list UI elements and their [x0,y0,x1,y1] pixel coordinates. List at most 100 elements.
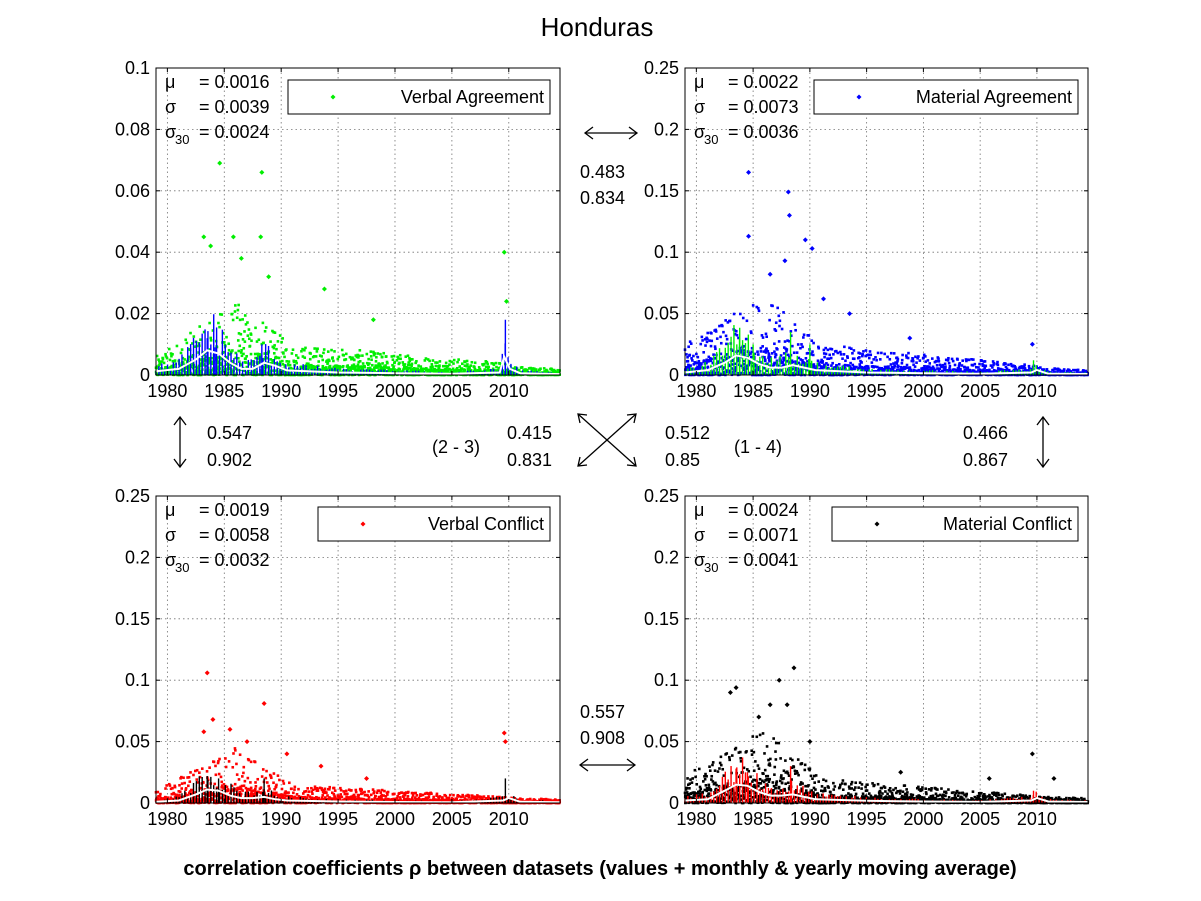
data-point [313,785,317,789]
data-point [982,368,985,372]
data-point [889,372,893,376]
data-point [1068,368,1071,372]
data-point [268,787,271,791]
data-point [839,353,843,356]
data-point [283,355,286,359]
data-point [161,357,165,361]
data-point [257,338,261,342]
data-point [412,791,415,795]
data-point [761,336,765,339]
data-point [351,367,355,370]
data-point [992,362,996,365]
data-point [231,361,235,365]
data-point [409,370,412,373]
data-point [851,372,854,376]
data-point [292,367,295,371]
data-point [383,366,387,369]
data-point [757,309,761,313]
data-point [243,361,247,364]
data-point [167,370,170,374]
data-point [219,775,223,779]
data-point [918,359,922,362]
data-point [336,364,340,368]
data-point [812,363,816,366]
data-point [786,353,790,357]
data-point [256,354,260,358]
data-point [368,366,372,370]
data-point [550,368,554,372]
data-point [465,794,468,798]
data-point [276,340,280,343]
data-point [325,791,328,794]
data-point [172,365,176,369]
data-point [287,360,291,363]
stat-mu-value: = 0.0016 [199,72,270,92]
data-point [333,795,337,799]
data-point [159,360,162,364]
data-point [873,365,877,368]
data-point [886,355,889,359]
data-point [449,368,453,372]
data-point [411,794,415,797]
data-point [862,350,865,353]
data-point [906,366,909,370]
data-point [165,356,169,360]
data-point [164,355,168,358]
data-point [710,339,714,343]
data-point [411,796,414,800]
data-point [713,356,717,360]
data-point [273,344,276,347]
data-point [895,362,899,365]
data-point [242,765,246,769]
data-point [276,366,280,370]
data-point [799,369,803,373]
data-point [239,798,243,801]
data-point [1074,368,1078,372]
data-point [321,369,324,372]
data-point [849,372,853,375]
data-point [185,341,189,345]
data-point [160,798,164,802]
data-point [801,359,804,362]
data-point [360,373,363,376]
data-point [478,795,482,799]
data-point [404,791,408,794]
data-point [273,787,276,791]
data-point [900,361,904,365]
data-point-outlier [266,274,272,280]
data-point [419,794,423,797]
data-point [309,352,312,355]
data-point [445,797,449,801]
data-point [915,361,918,364]
data-point [463,364,467,367]
data-point [169,352,173,355]
data-point [272,352,276,355]
data-point [315,350,319,353]
data-point [736,349,740,353]
data-point [361,370,365,373]
data-point [721,324,724,328]
data-point [788,339,791,343]
data-point [358,360,362,363]
data-point [868,350,872,353]
data-point [756,306,760,310]
data-point [264,776,268,780]
data-point [424,357,428,360]
data-point [170,792,174,796]
data-point [886,365,889,369]
stat-sigma30-symbol: σ [694,122,705,142]
data-point [198,358,202,361]
data-point [689,342,693,345]
data-point [786,339,789,342]
data-point [409,363,412,367]
data-point [415,793,419,797]
data-point [477,369,481,372]
data-point [254,356,257,360]
data-point [247,328,251,331]
data-point [701,366,705,370]
data-point [316,789,320,792]
data-point [864,349,868,352]
data-point [206,778,210,782]
data-point [326,350,330,353]
data-point [310,790,314,793]
